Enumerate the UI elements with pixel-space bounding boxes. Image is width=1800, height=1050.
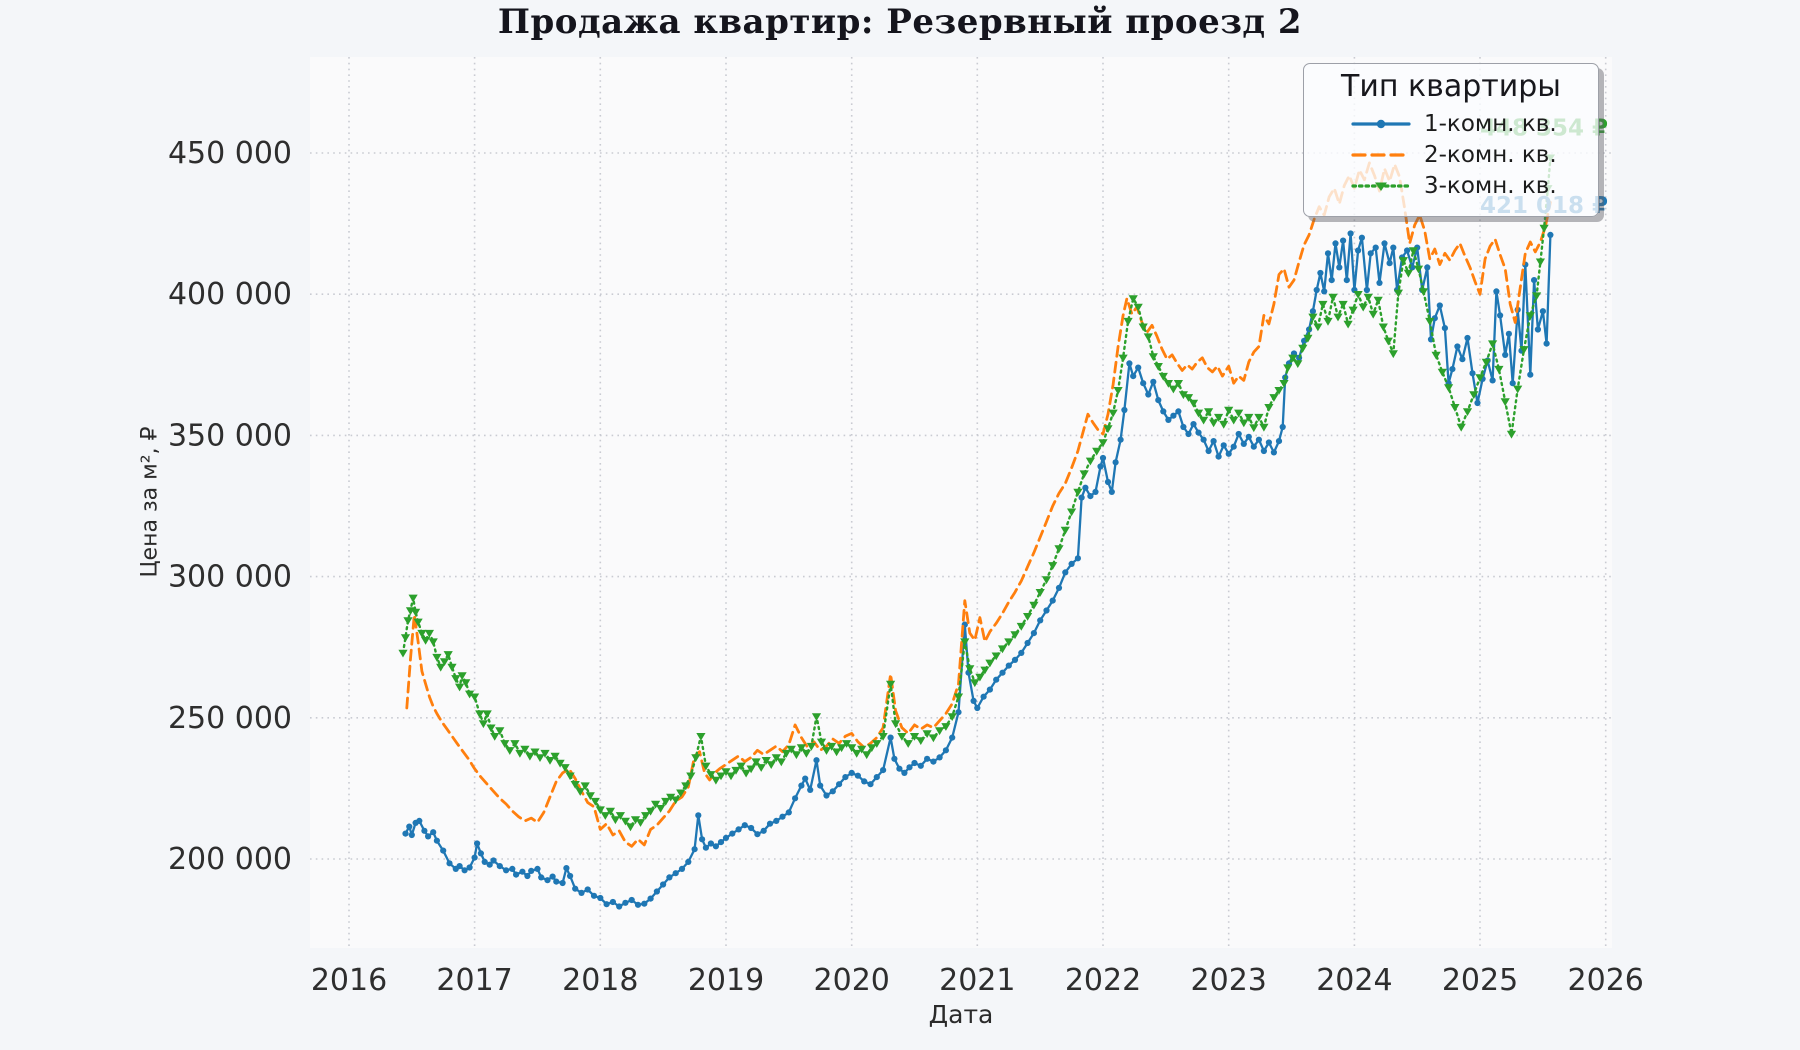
legend: Тип квартиры 1-комн. кв. 2-комн. кв. 3-к…	[1303, 63, 1599, 217]
x-tick-label: 2016	[311, 963, 387, 998]
x-tick-label: 2024	[1316, 963, 1392, 998]
x-tick-label: 2025	[1442, 963, 1518, 998]
y-tick-label: 350 000	[168, 418, 292, 453]
x-tick-label: 2021	[939, 963, 1015, 998]
y-tick-label: 200 000	[168, 842, 292, 877]
gridlines	[310, 57, 1612, 948]
x-tick-label: 2022	[1065, 963, 1141, 998]
x-tick-label: 2026	[1568, 963, 1644, 998]
legend-item-label: 1-комн. кв.	[1424, 110, 1557, 137]
legend-line-sample-1-room	[1351, 119, 1411, 128]
x-tick-label: 2019	[688, 963, 764, 998]
y-tick-label: 450 000	[168, 136, 292, 171]
legend-line-sample-3-room	[1351, 182, 1411, 191]
legend-item-label: 2-комн. кв.	[1424, 141, 1557, 168]
x-tick-label: 2020	[814, 963, 890, 998]
legend-item-2-room: 2-комн. кв.	[1350, 142, 1598, 168]
y-tick-label: 300 000	[168, 560, 292, 595]
series-1-room	[402, 230, 1554, 910]
y-tick-label: 250 000	[168, 701, 292, 736]
legend-item-label: 3-комн. кв.	[1424, 172, 1557, 199]
legend-item-3-room: 3-комн. кв.	[1350, 173, 1598, 199]
x-tick-label: 2018	[562, 963, 638, 998]
series-3-room	[398, 154, 1555, 832]
legend-title: Тип квартиры	[1341, 69, 1561, 104]
chart-title: Продажа квартир: Резервный проезд 2	[497, 2, 1303, 42]
x-tick-label: 2017	[436, 963, 512, 998]
x-tick-label: 2023	[1191, 963, 1267, 998]
legend-line-sample-2-room	[1351, 152, 1411, 157]
y-axis-label: Цена за м², ₽	[137, 426, 163, 578]
x-axis-label: Дата	[928, 1000, 994, 1029]
y-tick-label: 400 000	[168, 277, 292, 312]
legend-item-1-room: 1-комн. кв.	[1350, 111, 1598, 137]
